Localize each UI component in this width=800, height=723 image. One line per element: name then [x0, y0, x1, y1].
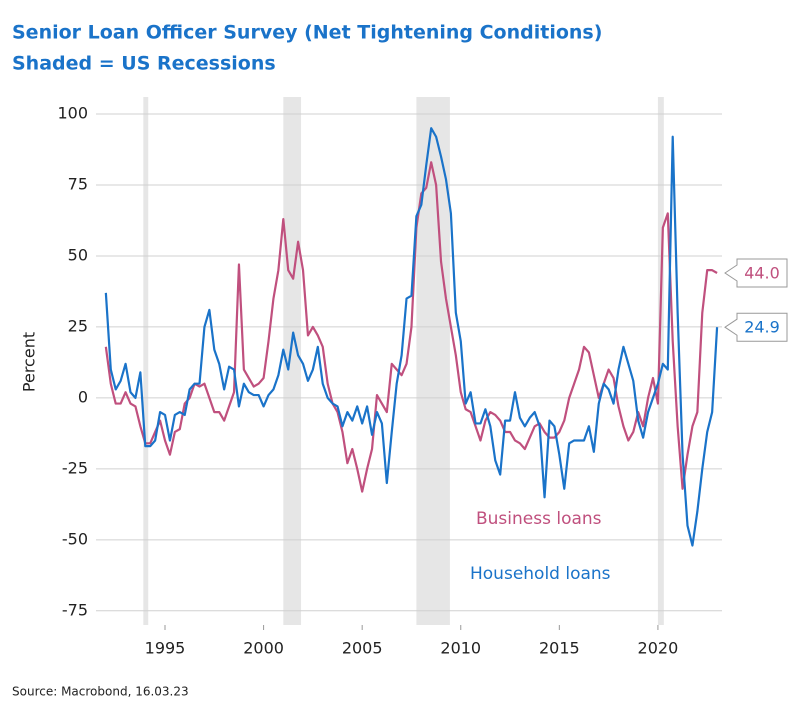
y-tick-label: 100 — [57, 104, 88, 123]
recession-band — [283, 97, 302, 625]
value-label: 24.9 — [744, 318, 780, 337]
y-tick-label: -50 — [62, 529, 88, 548]
callout-box — [724, 258, 788, 288]
source: Source: Macrobond, 16.03.23 — [12, 685, 189, 699]
recession-band — [143, 97, 149, 625]
series-label: Household loans — [470, 564, 611, 584]
x-tick-label: 2005 — [342, 639, 383, 658]
chart-subtitle: Shaded = US Recessions — [12, 53, 276, 75]
y-tick-label: -25 — [62, 458, 88, 477]
y-tick-label: 0 — [78, 387, 88, 406]
x-tick-label: 1995 — [145, 639, 186, 658]
y-tick-label: 75 — [68, 175, 88, 194]
x-tick-label: 2020 — [638, 639, 679, 658]
callout-box — [724, 312, 788, 342]
value-label: 44.0 — [744, 264, 780, 283]
series-line — [104, 127, 719, 547]
y-tick-label: 50 — [68, 245, 88, 264]
y-axis-label: Percent — [20, 332, 39, 392]
series-label: Business loans — [476, 509, 602, 529]
x-tick-label: 2015 — [539, 639, 580, 658]
recession-band — [657, 97, 664, 625]
y-tick-label: -75 — [62, 600, 88, 619]
x-tick-label: 2010 — [440, 639, 481, 658]
chart-title: Senior Loan Officer Survey (Net Tighteni… — [12, 22, 602, 44]
x-tick-label: 2000 — [243, 639, 284, 658]
y-tick-label: 25 — [68, 316, 88, 335]
